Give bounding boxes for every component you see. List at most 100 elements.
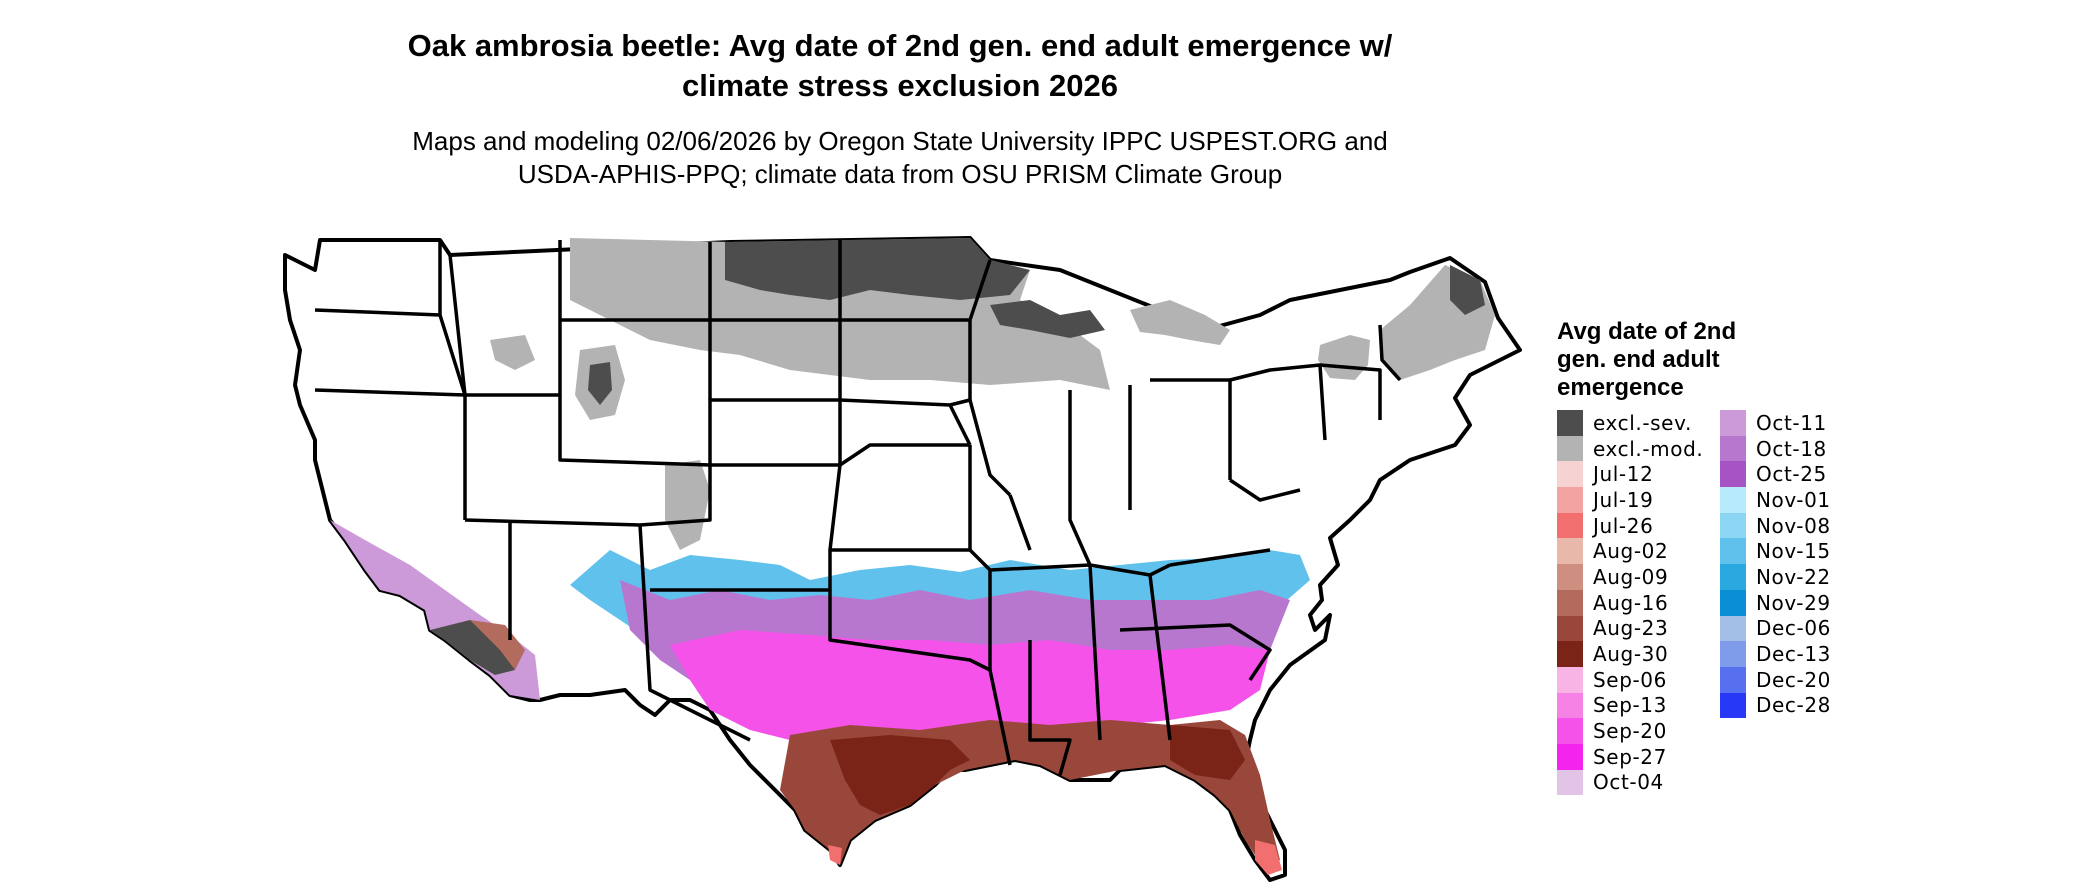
legend-swatch [1557, 487, 1583, 513]
legend-item: Oct-18 [1720, 435, 1831, 462]
legend-swatch [1557, 743, 1583, 770]
legend-swatch [1720, 410, 1746, 436]
legend-item: Dec-20 [1720, 666, 1831, 693]
legend-swatch [1557, 692, 1583, 719]
legend-swatch [1557, 666, 1583, 693]
legend-swatch [1557, 410, 1583, 436]
legend-title-line-2: gen. end adult [1557, 346, 1720, 373]
legend-item: Oct-04 [1557, 769, 1703, 796]
excl-sev-north-plains [725, 238, 1030, 300]
band-jul-red-florida [1255, 840, 1282, 875]
excl-sev-rockies [588, 362, 612, 405]
legend-item: Jul-19 [1557, 487, 1703, 513]
map-subtitle-line-2: USDA-APHIS-PPQ; climate data from OSU PR… [517, 159, 1283, 189]
legend-label: Jul-19 [1593, 487, 1654, 512]
legend-swatch [1557, 564, 1583, 590]
legend-swatch [1557, 589, 1583, 616]
band-southwest-sev [430, 620, 515, 675]
legend-label: Aug-02 [1593, 539, 1669, 564]
legend-label: Sep-20 [1593, 719, 1667, 744]
legend-label: Sep-13 [1593, 693, 1667, 718]
legend-item: Dec-13 [1720, 641, 1831, 667]
legend-item: Nov-22 [1720, 564, 1831, 590]
legend-swatch [1720, 641, 1746, 667]
state-borders [314, 240, 1402, 776]
legend-label: Nov-15 [1756, 539, 1831, 564]
legend-item: Aug-23 [1557, 615, 1703, 642]
legend-item: Oct-25 [1720, 461, 1831, 488]
legend-swatch [1557, 435, 1583, 462]
legend-item: Dec-28 [1720, 692, 1831, 719]
legend-label: Sep-06 [1593, 667, 1667, 692]
legend-title: Avg date of 2nd gen. end adult emergence [1557, 318, 1837, 402]
legend-swatch [1720, 564, 1746, 590]
legend-label: Dec-20 [1756, 667, 1831, 692]
legend-item: Aug-16 [1557, 589, 1703, 616]
legend-swatch [1720, 615, 1746, 642]
legend-item: Jul-12 [1557, 461, 1703, 488]
legend-item: Nov-29 [1720, 589, 1831, 616]
legend-title-line-3: emergence [1557, 374, 1684, 401]
legend-item: excl.-sev. [1557, 410, 1703, 436]
legend-swatch [1720, 461, 1746, 488]
excl-sev-great-lakes [990, 300, 1105, 338]
legend-swatch [1720, 692, 1746, 719]
legend-label: Dec-06 [1756, 616, 1831, 641]
legend-label: Aug-09 [1593, 564, 1669, 589]
legend-label: Nov-01 [1756, 487, 1831, 512]
legend-label: Sep-27 [1593, 744, 1667, 769]
legend-item: Nov-15 [1720, 538, 1831, 565]
legend-swatch [1557, 512, 1583, 539]
legend-item: Sep-13 [1557, 692, 1703, 719]
legend-swatch [1557, 461, 1583, 488]
legend-item: Sep-20 [1557, 718, 1703, 744]
legend-label: Aug-16 [1593, 590, 1669, 615]
legend-column-2: Oct-11 Oct-18 Oct-25 Nov-01 Nov-08 Nov-15 Nov-… [1720, 410, 1831, 719]
excl-mod-michigan [1130, 300, 1230, 345]
legend-item: Oct-11 [1720, 410, 1831, 436]
legend-swatch [1557, 615, 1583, 642]
legend-label: Aug-23 [1593, 616, 1669, 641]
band-aug-dark [830, 735, 970, 815]
legend-label: Dec-28 [1756, 693, 1831, 718]
legend-swatch [1720, 666, 1746, 693]
legend-item: excl.-mod. [1557, 435, 1704, 462]
legend-label: Oct-18 [1756, 436, 1827, 461]
legend-item: Aug-02 [1557, 538, 1703, 565]
legend-title-line-1: Avg date of 2nd [1557, 318, 1737, 345]
legend-label: excl.-sev. [1593, 410, 1692, 435]
map-subtitle-line-1: Maps and modeling 02/06/2026 by Oregon S… [412, 126, 1388, 156]
excl-sev-maine [1450, 265, 1485, 315]
legend-label: Nov-29 [1756, 590, 1831, 615]
legend-label: Jul-26 [1593, 513, 1654, 538]
band-southwest-brown [470, 620, 525, 670]
legend-label: Nov-08 [1756, 513, 1831, 538]
legend-swatch [1720, 589, 1746, 616]
legend-column-1: excl.-sev. excl.-mod. Jul-12 Jul-19 Jul-26 Au… [1557, 410, 1704, 796]
legend-swatch [1720, 435, 1746, 462]
legend-item: Jul-26 [1557, 512, 1703, 539]
legend-item: Aug-09 [1557, 564, 1703, 590]
legend-swatch [1720, 538, 1746, 565]
legend-swatch [1557, 718, 1583, 744]
legend-item: Sep-27 [1557, 743, 1703, 770]
legend-item: Nov-01 [1720, 487, 1831, 513]
legend-swatch [1557, 641, 1583, 667]
band-jul-red-texas [828, 845, 842, 865]
map-title-line-2: climate stress exclusion 2026 [682, 68, 1118, 103]
legend-label: excl.-mod. [1593, 436, 1704, 461]
legend-item: Aug-30 [1557, 641, 1703, 667]
excl-mod-idaho [490, 335, 535, 370]
legend-swatch [1720, 512, 1746, 539]
legend-item: Sep-06 [1557, 666, 1703, 693]
legend-swatch [1720, 487, 1746, 513]
legend-label: Oct-11 [1756, 410, 1827, 435]
legend-label: Nov-22 [1756, 564, 1831, 589]
legend-swatch [1557, 769, 1583, 796]
legend-label: Aug-30 [1593, 642, 1669, 667]
excl-mod-colorado [665, 460, 710, 550]
legend-item: Dec-06 [1720, 615, 1831, 642]
legend-label: Dec-13 [1756, 642, 1831, 667]
us-emergence-map [283, 236, 1522, 882]
band-sep-magenta [670, 630, 1270, 740]
